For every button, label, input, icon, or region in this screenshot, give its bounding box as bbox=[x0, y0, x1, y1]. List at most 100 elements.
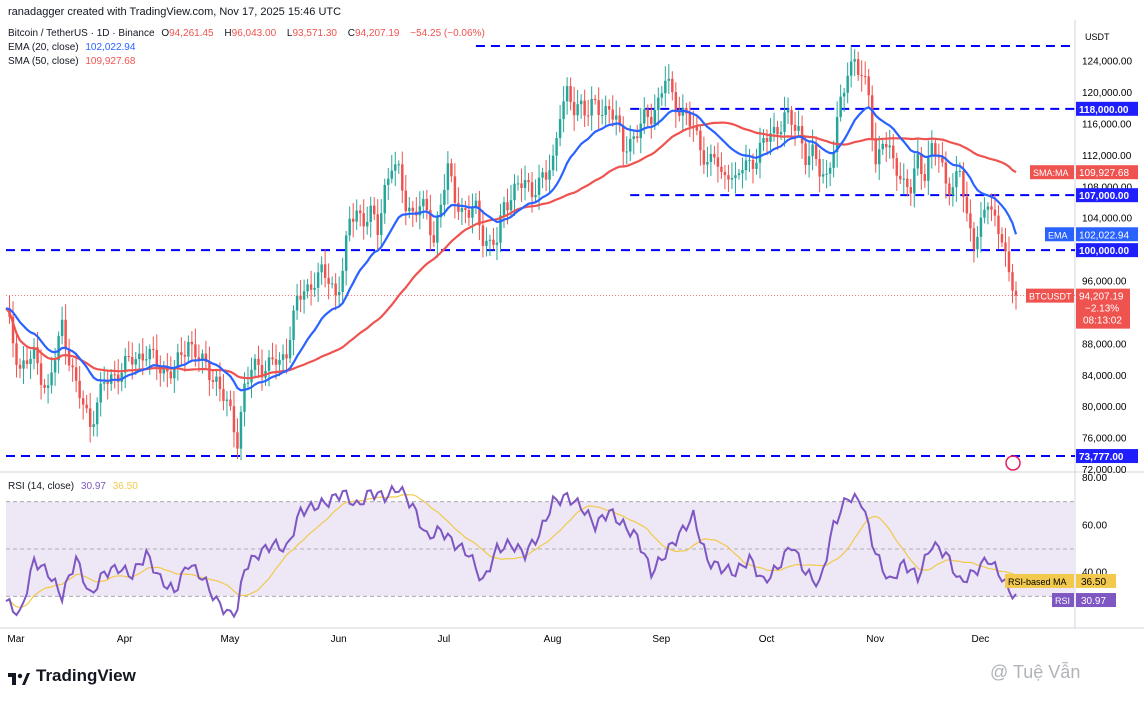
candle[interactable] bbox=[604, 106, 607, 115]
candle[interactable] bbox=[993, 209, 997, 216]
candle[interactable] bbox=[537, 177, 541, 195]
candle[interactable] bbox=[204, 353, 208, 363]
candle[interactable] bbox=[920, 153, 923, 175]
candle[interactable] bbox=[443, 189, 446, 205]
candle[interactable] bbox=[530, 182, 534, 198]
candle[interactable] bbox=[765, 138, 769, 142]
candle[interactable] bbox=[102, 382, 106, 384]
candle[interactable] bbox=[36, 347, 39, 364]
candle[interactable] bbox=[667, 78, 671, 81]
candle[interactable] bbox=[790, 110, 793, 125]
candle[interactable] bbox=[22, 360, 25, 369]
candle[interactable] bbox=[534, 194, 537, 198]
candle[interactable] bbox=[779, 131, 783, 135]
candle[interactable] bbox=[131, 356, 134, 365]
candle[interactable] bbox=[274, 359, 278, 365]
candle[interactable] bbox=[958, 170, 962, 172]
candle[interactable] bbox=[702, 150, 706, 165]
candle[interactable] bbox=[187, 341, 190, 357]
sma-legend[interactable]: SMA (50, close) 109,927.68 bbox=[8, 56, 139, 67]
candle[interactable] bbox=[597, 100, 600, 115]
candle[interactable] bbox=[246, 382, 250, 384]
candle[interactable] bbox=[986, 206, 990, 210]
candle[interactable] bbox=[211, 380, 215, 382]
candle[interactable] bbox=[509, 200, 513, 211]
candle[interactable] bbox=[299, 295, 302, 300]
candle[interactable] bbox=[50, 372, 53, 386]
candle[interactable] bbox=[155, 350, 159, 367]
candle[interactable] bbox=[762, 138, 765, 143]
candle[interactable] bbox=[208, 362, 211, 381]
candle[interactable] bbox=[432, 235, 436, 243]
candle[interactable] bbox=[39, 363, 43, 385]
candle[interactable] bbox=[201, 353, 204, 360]
candle[interactable] bbox=[551, 155, 555, 171]
candle[interactable] bbox=[15, 343, 18, 365]
candle[interactable] bbox=[972, 228, 976, 250]
candle[interactable] bbox=[583, 100, 586, 116]
candle[interactable] bbox=[183, 354, 187, 357]
candle[interactable] bbox=[74, 367, 78, 381]
alert-icon[interactable] bbox=[1005, 455, 1021, 471]
candle[interactable] bbox=[471, 208, 474, 218]
candle[interactable] bbox=[709, 153, 713, 163]
candle[interactable] bbox=[11, 316, 15, 344]
candle[interactable] bbox=[355, 210, 358, 222]
candle[interactable] bbox=[674, 92, 678, 113]
candle[interactable] bbox=[236, 432, 239, 449]
candle[interactable] bbox=[976, 236, 979, 250]
candle[interactable] bbox=[243, 383, 246, 412]
candle[interactable] bbox=[78, 380, 81, 399]
candle[interactable] bbox=[502, 202, 506, 216]
candle[interactable] bbox=[176, 352, 180, 370]
candle[interactable] bbox=[688, 113, 692, 127]
candle[interactable] bbox=[944, 162, 948, 184]
candle[interactable] bbox=[71, 365, 74, 368]
candle[interactable] bbox=[362, 213, 365, 227]
candle[interactable] bbox=[997, 215, 1000, 235]
candle[interactable] bbox=[88, 408, 92, 427]
candle[interactable] bbox=[348, 218, 351, 236]
candle[interactable] bbox=[281, 354, 285, 360]
candle[interactable] bbox=[811, 144, 814, 157]
candle[interactable] bbox=[906, 178, 909, 188]
ema-legend[interactable]: EMA (20, close) 102,022.94 bbox=[8, 42, 139, 53]
candle[interactable] bbox=[92, 424, 95, 427]
candle[interactable] bbox=[727, 175, 730, 180]
candle[interactable] bbox=[173, 369, 176, 379]
candle[interactable] bbox=[95, 402, 99, 425]
candle[interactable] bbox=[825, 173, 828, 175]
candle[interactable] bbox=[804, 143, 807, 166]
candle[interactable] bbox=[194, 344, 197, 358]
candle[interactable] bbox=[124, 356, 127, 373]
candle[interactable] bbox=[614, 115, 618, 120]
candle[interactable] bbox=[621, 125, 625, 152]
candle[interactable] bbox=[120, 372, 123, 382]
candle[interactable] bbox=[586, 115, 590, 117]
candle[interactable] bbox=[316, 272, 320, 288]
candle[interactable] bbox=[450, 163, 453, 177]
candle[interactable] bbox=[341, 270, 344, 292]
tradingview-logo[interactable]: TradingView bbox=[8, 666, 136, 686]
candle[interactable] bbox=[576, 104, 579, 116]
candle[interactable] bbox=[169, 371, 173, 379]
candle[interactable] bbox=[734, 175, 737, 179]
candle[interactable] bbox=[650, 116, 653, 125]
candle[interactable] bbox=[755, 162, 758, 169]
candle[interactable] bbox=[60, 319, 64, 337]
candle[interactable] bbox=[927, 156, 930, 181]
candle[interactable] bbox=[769, 133, 772, 142]
candle[interactable] bbox=[215, 376, 218, 382]
candle[interactable] bbox=[506, 202, 509, 211]
candle[interactable] bbox=[380, 213, 383, 235]
candle[interactable] bbox=[180, 352, 183, 355]
candle[interactable] bbox=[797, 126, 800, 131]
candle[interactable] bbox=[751, 159, 755, 169]
candle[interactable] bbox=[618, 115, 621, 126]
candle[interactable] bbox=[860, 74, 863, 77]
candle[interactable] bbox=[863, 76, 867, 78]
candle[interactable] bbox=[138, 353, 141, 360]
ema-line[interactable] bbox=[5, 106, 1018, 392]
candle[interactable] bbox=[67, 348, 71, 366]
candle[interactable] bbox=[611, 109, 614, 120]
